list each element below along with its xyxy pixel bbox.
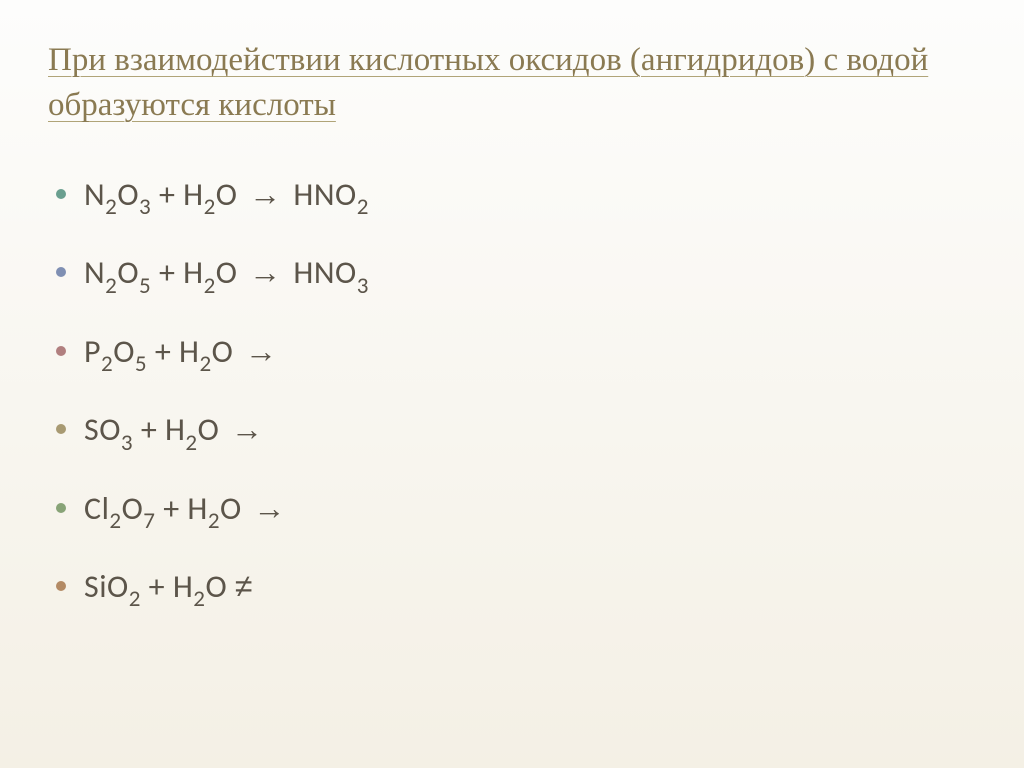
formula-item: SO3 + H2O → [56, 410, 976, 454]
formula-item: N2O5 + H2O → HNO3 [56, 253, 976, 297]
formula-item: SiO2 + H2O ≠ [56, 567, 976, 611]
formula-list: N2O3 + H2O → HNO2 N2O5 + H2O → HNO3 P2O5 +… [48, 175, 976, 611]
slide-title: При взаимодействии кислотных оксидов (ан… [48, 38, 976, 127]
formula-text: SO3 + H2O → [84, 410, 268, 454]
bullet-icon [56, 503, 66, 513]
formula-text: P2O5 + H2O → [84, 332, 282, 376]
formula-text: SiO2 + H2O ≠ [84, 567, 253, 611]
formula-text: Cl2O7 + H2O → [84, 489, 290, 533]
bullet-icon [56, 346, 66, 356]
bullet-icon [56, 581, 66, 591]
bullet-icon [56, 424, 66, 434]
formula-text: N2O5 + H2O → HNO3 [84, 253, 369, 297]
slide-container: При взаимодействии кислотных оксидов (ан… [0, 0, 1024, 768]
bullet-icon [56, 189, 66, 199]
formula-item: P2O5 + H2O → [56, 332, 976, 376]
formula-item: N2O3 + H2O → HNO2 [56, 175, 976, 219]
bullet-icon [56, 267, 66, 277]
formula-text: N2O3 + H2O → HNO2 [84, 175, 369, 219]
formula-item: Cl2O7 + H2O → [56, 489, 976, 533]
